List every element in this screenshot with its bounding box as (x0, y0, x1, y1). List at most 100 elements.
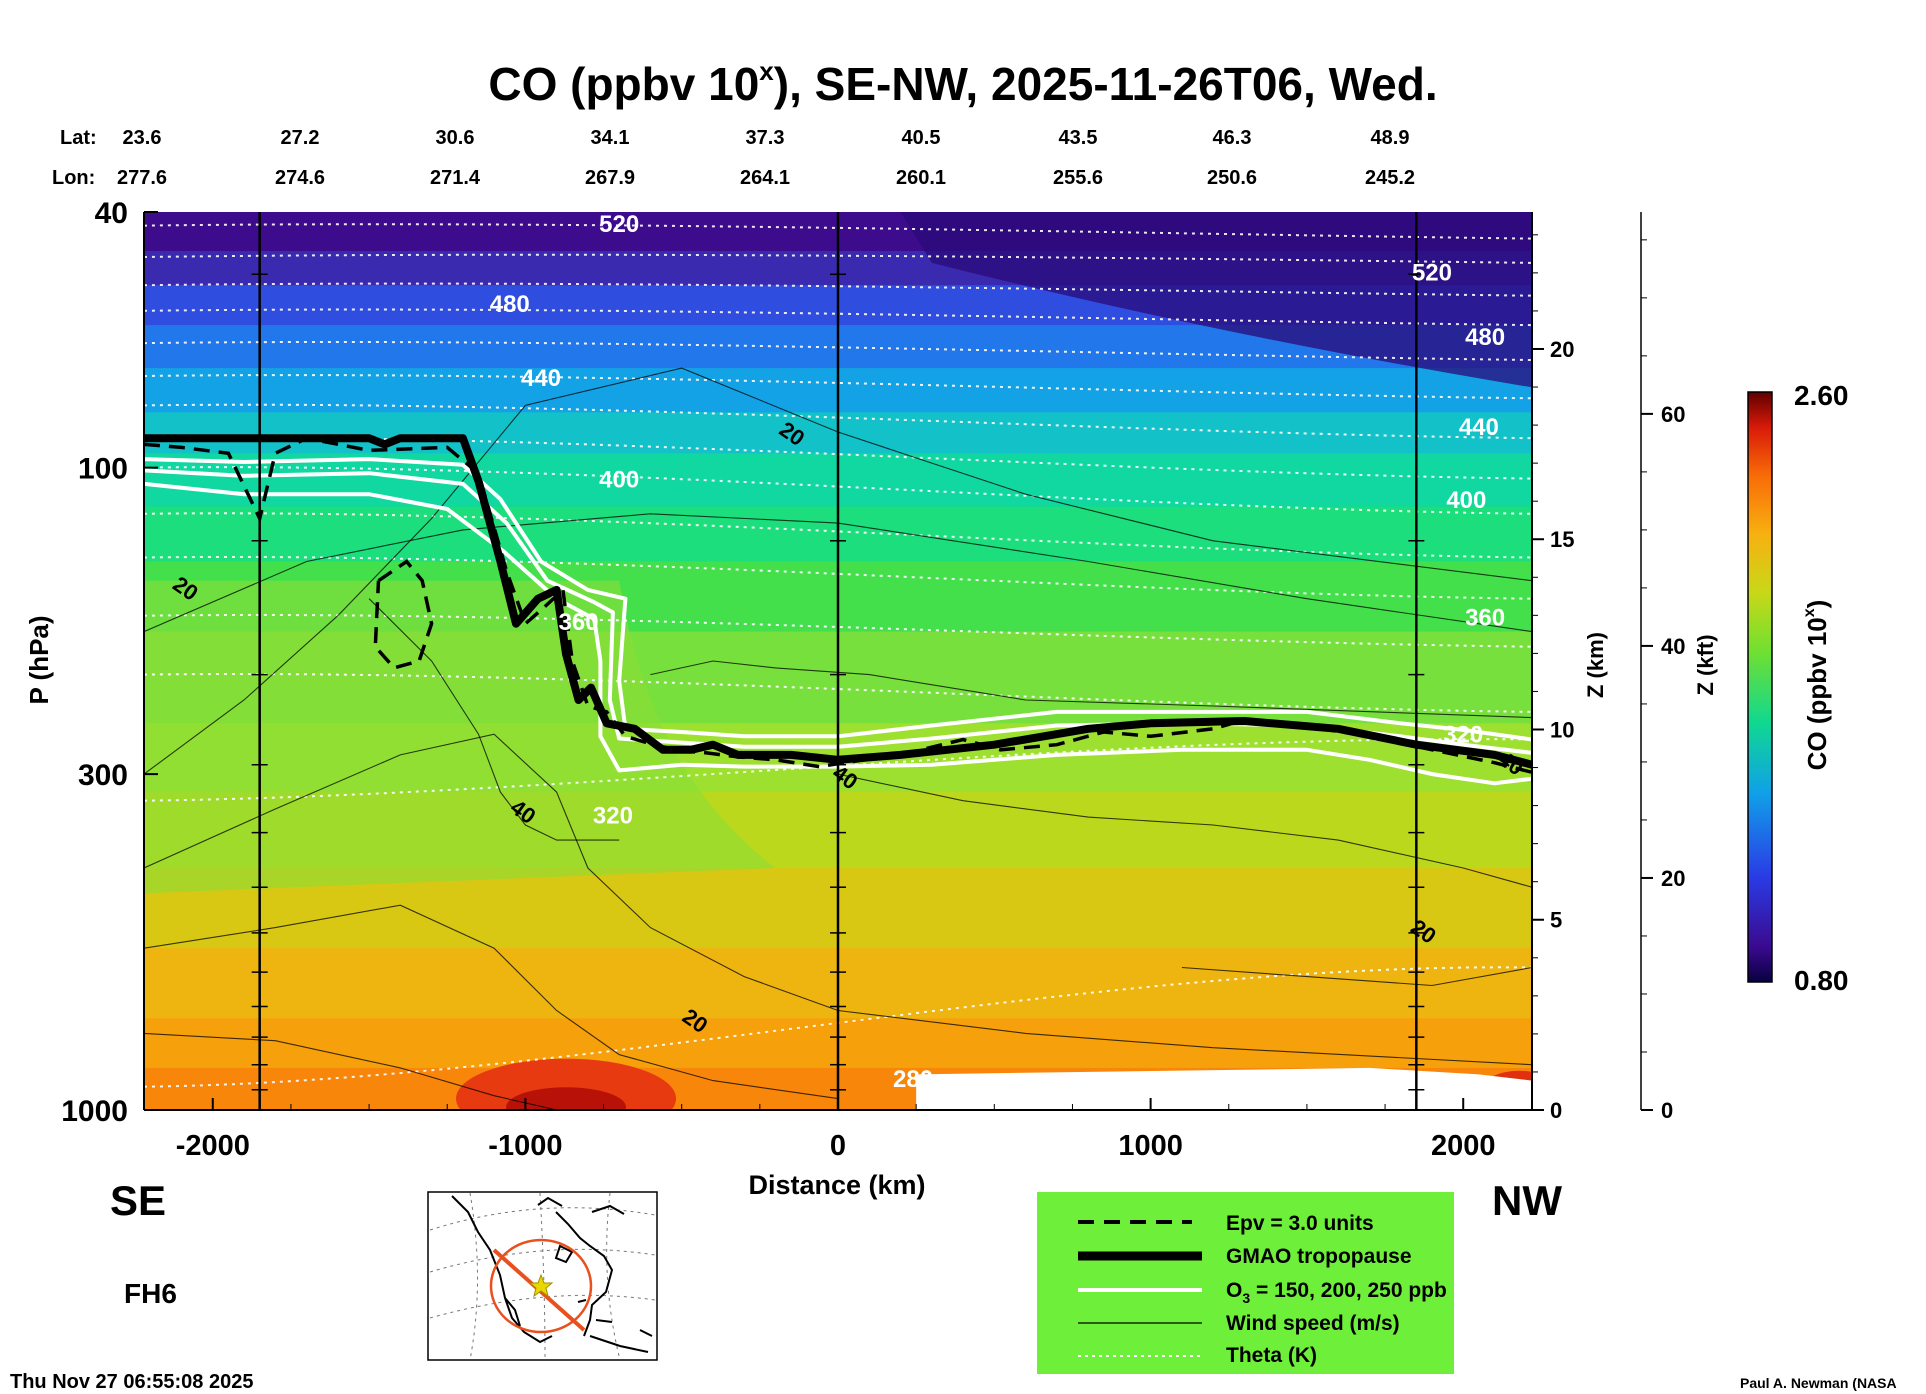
lon-label: 245.2 (1365, 167, 1415, 189)
wind-contour (837, 773, 1532, 888)
theta-contours (144, 223, 1532, 1088)
theta-label: 400 (1446, 487, 1486, 514)
theta-contour (144, 512, 1532, 559)
z-km-tick-label: 0 (1550, 1098, 1562, 1123)
x-tick-label: 1000 (1118, 1130, 1183, 1162)
x-tick-label: 0 (830, 1130, 846, 1162)
terrain-mask (916, 1067, 1532, 1110)
lon-label: 264.1 (740, 167, 790, 189)
lat-row-label: Lat: (60, 127, 97, 149)
theta-contour (144, 403, 1532, 440)
x-tick-label: 2000 (1431, 1130, 1496, 1162)
theta-label: 320 (1443, 722, 1483, 749)
axes: 40 100 300 1000 -2000 -1000 0 1000 2000 0 5 10 15 20 0… (61, 197, 1685, 1162)
lon-label: 255.6 (1053, 167, 1103, 189)
wind-speed-contours (144, 367, 1532, 1110)
map-center-marker (528, 1273, 554, 1298)
legend-wind-label: Wind speed (m/s) (1226, 1312, 1400, 1335)
lat-label: 30.6 (436, 127, 475, 149)
gmao-tropopause-line (144, 434, 1532, 769)
y-axis-label: P (hPa) (24, 615, 54, 704)
theta-contour (144, 282, 1532, 297)
wind-contour (144, 904, 839, 1100)
legend: Epv = 3.0 units GMAO tropopause O3 = 150… (1037, 1192, 1454, 1374)
theta-contour (144, 253, 1532, 264)
theta-contour-labels: 520 520 480 480 440 440 400 400 360 360 320 320 280 (490, 212, 1505, 1093)
co-field-high-core (506, 1087, 627, 1110)
lat-label: 43.5 (1059, 127, 1098, 149)
lat-label: 23.6 (123, 127, 162, 149)
wind-contour (650, 660, 1532, 719)
theta-label: 520 (1412, 260, 1452, 287)
lon-label: 271.4 (430, 167, 481, 189)
z-kft-tick-label: 0 (1661, 1098, 1673, 1123)
timestamp: Thu Nov 27 06:55:08 2025 (10, 1371, 253, 1393)
credit: Paul A. Newman (NASA (1740, 1375, 1897, 1391)
lat-label: 27.2 (281, 127, 320, 149)
lon-label: 274.6 (275, 167, 325, 189)
colorbar (1747, 391, 1773, 983)
x-axis-label: Distance (km) (748, 1170, 925, 1200)
theta-label: 280 (893, 1066, 933, 1093)
epv-closed-contour (373, 559, 434, 670)
lat-label: 37.3 (746, 127, 785, 149)
z-kft-axis-label: Z (kft) (1693, 634, 1718, 695)
map-track-circle (489, 1238, 593, 1334)
y-tick-label: 100 (78, 453, 128, 486)
x-tick-label: -1000 (488, 1130, 562, 1162)
colorbar-min-label: 0.80 (1794, 965, 1849, 996)
wind-contour (144, 733, 1532, 1066)
inset-map (427, 1191, 658, 1361)
z-kft-tick-label: 60 (1661, 402, 1685, 427)
colorbar-label: CO (ppbv 10x) (1801, 600, 1832, 771)
lon-label: 277.6 (117, 167, 167, 189)
lon-row-label: Lon: (52, 167, 95, 189)
theta-contour (144, 308, 1532, 327)
z-kft-tick-label: 20 (1661, 866, 1685, 891)
lat-label: 34.1 (591, 127, 630, 149)
wind-contour (368, 598, 620, 841)
lat-label: 46.3 (1213, 127, 1252, 149)
theta-label: 320 (593, 802, 633, 829)
y-tick-label: 300 (78, 759, 128, 792)
lon-label: 260.1 (896, 167, 946, 189)
z-km-tick-label: 10 (1550, 717, 1574, 742)
lat-lon-labels: 23.6 27.2 30.6 34.1 37.3 40.5 43.5 46.3 48.9 277.… (117, 127, 1415, 189)
theta-contour (144, 374, 1532, 400)
lon-label: 250.6 (1207, 167, 1257, 189)
legend-epv-label: Epv = 3.0 units (1226, 1212, 1374, 1235)
legend-tropopause-label: GMAO tropopause (1226, 1245, 1412, 1268)
theta-contour (144, 673, 1532, 713)
theta-label: 360 (1465, 604, 1505, 631)
direction-nw: NW (1492, 1177, 1562, 1224)
co-field-low-region (900, 212, 1532, 388)
lat-label: 48.9 (1371, 127, 1410, 149)
theta-contour (144, 340, 1532, 361)
z-km-tick-label: 20 (1550, 337, 1574, 362)
legend-ozone-label: O3 = 150, 200, 250 ppb (1226, 1279, 1447, 1306)
reference-verticals (251, 212, 1425, 1110)
z-km-tick-label: 5 (1550, 908, 1562, 933)
theta-contour (144, 738, 1532, 802)
y-tick-label: 1000 (61, 1095, 128, 1128)
map-coastline (451, 1195, 653, 1353)
co-field-intrusion (144, 580, 776, 894)
co-field-high-spot (456, 1058, 676, 1110)
z-kft-tick-label: 40 (1661, 634, 1685, 659)
legend-theta-label: Theta (K) (1226, 1344, 1317, 1367)
x-tick-label: -2000 (176, 1130, 250, 1162)
map-graticule (429, 1193, 656, 1359)
lat-label: 40.5 (902, 127, 941, 149)
theta-contour (144, 466, 1532, 515)
wind-contour (144, 513, 1532, 633)
theta-label: 440 (521, 365, 561, 392)
direction-se: SE (110, 1177, 166, 1224)
colorbar-max-label: 2.60 (1794, 380, 1849, 411)
theta-label: 360 (559, 609, 599, 636)
wind-contour (144, 1032, 557, 1110)
forecast-hour: FH6 (124, 1278, 177, 1309)
theta-contour (144, 223, 1532, 240)
y-tick-label: 40 (95, 197, 128, 230)
